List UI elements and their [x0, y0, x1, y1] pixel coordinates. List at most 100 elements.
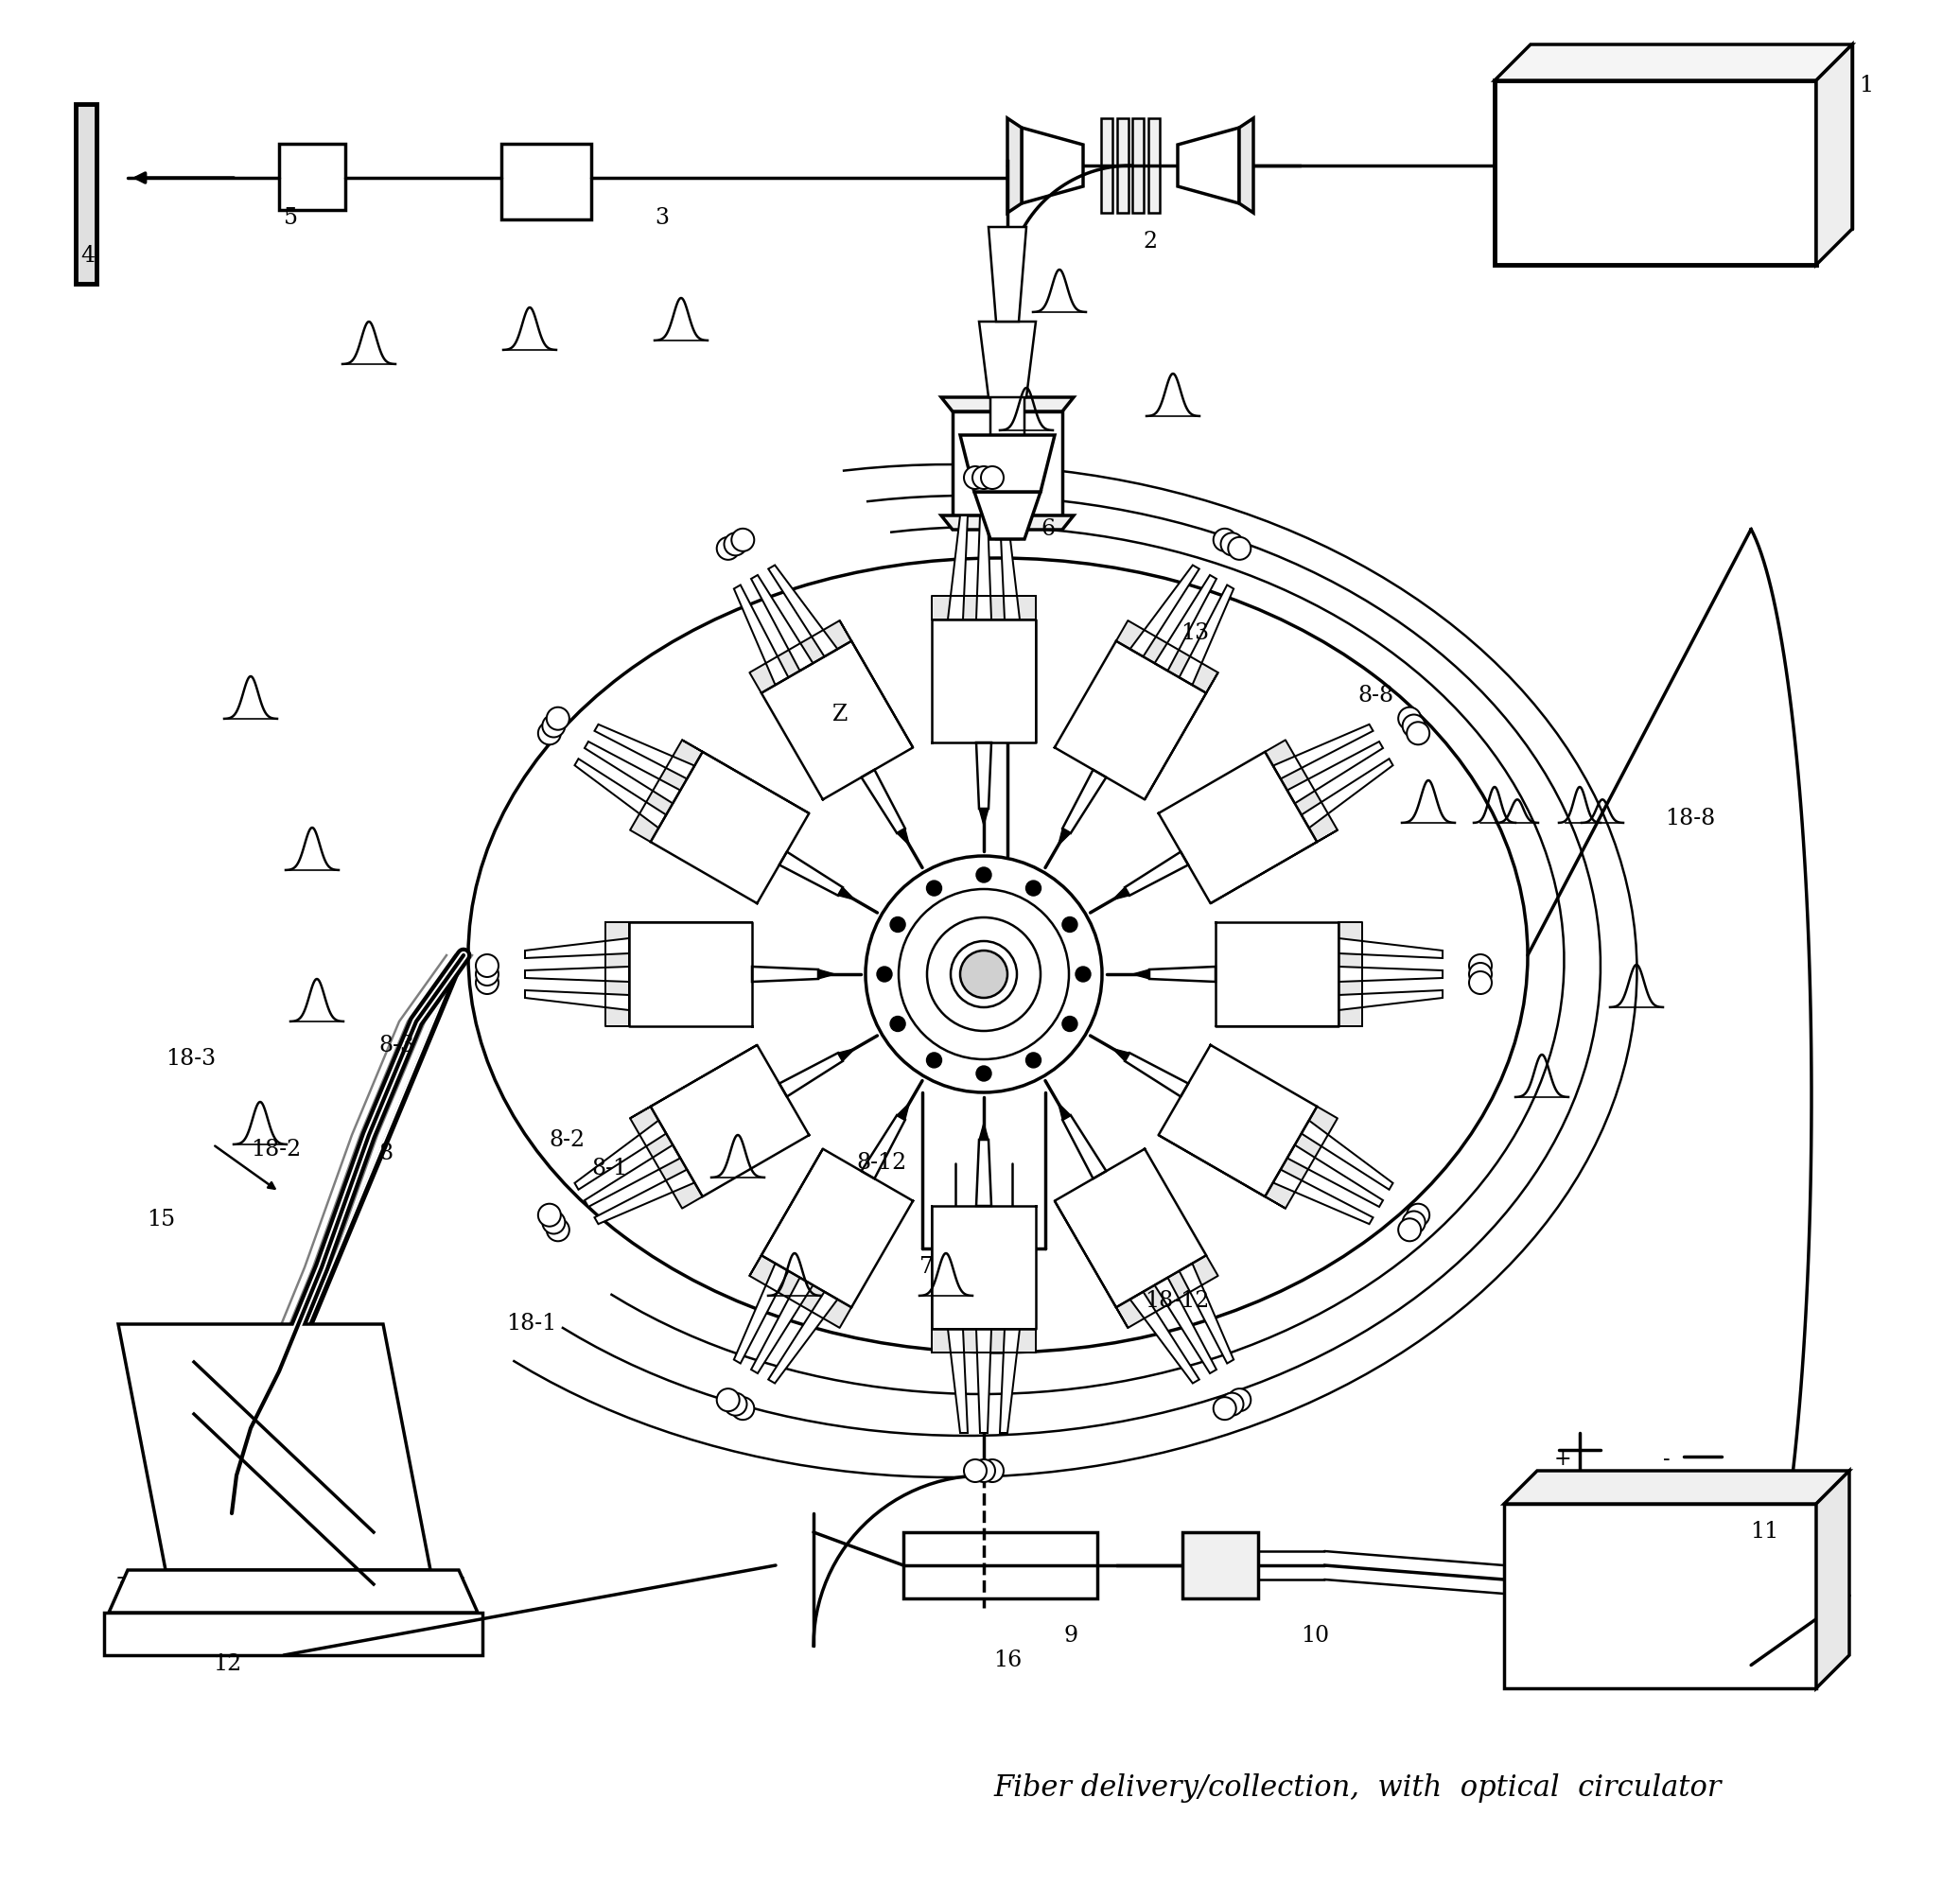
- Bar: [1102, 119, 1113, 213]
- Circle shape: [1403, 1210, 1425, 1235]
- Text: 1: 1: [1858, 74, 1874, 96]
- Bar: [1149, 119, 1160, 213]
- Polygon shape: [898, 829, 909, 846]
- Polygon shape: [594, 724, 694, 779]
- Polygon shape: [931, 596, 1035, 620]
- Polygon shape: [976, 743, 992, 809]
- Polygon shape: [1301, 760, 1394, 828]
- Circle shape: [476, 963, 498, 986]
- Polygon shape: [990, 388, 1025, 539]
- Circle shape: [1397, 707, 1421, 729]
- Polygon shape: [760, 641, 913, 799]
- Circle shape: [717, 1389, 739, 1412]
- Circle shape: [539, 722, 561, 745]
- Polygon shape: [974, 492, 1041, 539]
- Circle shape: [890, 916, 906, 931]
- Polygon shape: [1301, 1120, 1394, 1189]
- Text: 18-12: 18-12: [1145, 1289, 1209, 1312]
- Polygon shape: [629, 741, 702, 843]
- Polygon shape: [1817, 1470, 1850, 1689]
- Polygon shape: [976, 1329, 992, 1433]
- Polygon shape: [760, 1148, 913, 1308]
- Bar: [1133, 119, 1143, 213]
- Polygon shape: [1272, 724, 1374, 779]
- Polygon shape: [749, 620, 851, 694]
- Polygon shape: [682, 741, 809, 812]
- Circle shape: [972, 1459, 996, 1482]
- Circle shape: [476, 954, 498, 976]
- Polygon shape: [980, 809, 988, 826]
- Polygon shape: [1125, 1054, 1188, 1097]
- Circle shape: [1403, 714, 1425, 737]
- Text: 15: 15: [147, 1208, 174, 1231]
- Polygon shape: [574, 1120, 666, 1189]
- Bar: [278, 143, 345, 209]
- Circle shape: [1062, 1016, 1078, 1031]
- Circle shape: [717, 537, 739, 560]
- Text: 2: 2: [1143, 230, 1156, 253]
- Circle shape: [723, 533, 747, 556]
- Polygon shape: [594, 1169, 694, 1223]
- Polygon shape: [941, 515, 1074, 530]
- Text: 3: 3: [655, 207, 668, 228]
- Circle shape: [1025, 880, 1041, 895]
- Polygon shape: [1054, 1148, 1205, 1308]
- Polygon shape: [629, 1106, 702, 1208]
- Text: 6: 6: [1041, 518, 1054, 541]
- Polygon shape: [1339, 990, 1443, 1010]
- Polygon shape: [949, 1329, 968, 1433]
- Polygon shape: [1054, 641, 1205, 799]
- Circle shape: [723, 1393, 747, 1416]
- Circle shape: [1470, 971, 1492, 993]
- Text: 8-8: 8-8: [1358, 684, 1394, 707]
- Polygon shape: [1339, 967, 1443, 982]
- Polygon shape: [768, 1291, 837, 1384]
- Polygon shape: [1125, 852, 1188, 895]
- Circle shape: [1407, 1205, 1429, 1227]
- Circle shape: [1213, 1397, 1237, 1419]
- Polygon shape: [753, 967, 817, 982]
- Polygon shape: [574, 760, 666, 828]
- Circle shape: [731, 528, 755, 550]
- Polygon shape: [1054, 1201, 1127, 1327]
- Text: Fiber delivery/collection,  with  optical  circulator: Fiber delivery/collection, with optical …: [994, 1774, 1721, 1802]
- Circle shape: [1062, 916, 1078, 931]
- Bar: [1117, 119, 1129, 213]
- Polygon shape: [733, 584, 788, 684]
- Text: 9: 9: [1064, 1625, 1078, 1647]
- Text: 18-2: 18-2: [251, 1139, 302, 1159]
- Polygon shape: [949, 515, 968, 620]
- Circle shape: [927, 880, 941, 895]
- Polygon shape: [1272, 1169, 1374, 1223]
- Polygon shape: [1145, 673, 1217, 799]
- Circle shape: [976, 867, 992, 882]
- Circle shape: [1221, 1393, 1243, 1416]
- Circle shape: [547, 1218, 568, 1240]
- Polygon shape: [1158, 752, 1317, 903]
- Polygon shape: [1180, 1263, 1233, 1363]
- Text: 8-2: 8-2: [549, 1129, 584, 1150]
- Text: 8-3: 8-3: [378, 1035, 414, 1056]
- Text: 16: 16: [994, 1649, 1021, 1670]
- Text: 8-12: 8-12: [857, 1152, 906, 1174]
- Polygon shape: [817, 969, 835, 978]
- Text: 12: 12: [214, 1653, 241, 1676]
- Circle shape: [1470, 963, 1492, 986]
- Polygon shape: [931, 1329, 1035, 1353]
- Polygon shape: [1182, 1533, 1258, 1598]
- Text: -: -: [1664, 1450, 1670, 1470]
- Text: 18-3: 18-3: [165, 1048, 216, 1071]
- Text: Z: Z: [833, 703, 849, 726]
- Circle shape: [927, 1052, 941, 1067]
- Polygon shape: [629, 922, 753, 1025]
- Circle shape: [476, 971, 498, 993]
- Polygon shape: [1000, 1329, 1019, 1433]
- Text: 8-1: 8-1: [592, 1157, 627, 1178]
- Polygon shape: [606, 922, 629, 1025]
- Polygon shape: [1180, 584, 1233, 684]
- Polygon shape: [1115, 1255, 1217, 1327]
- Polygon shape: [1339, 922, 1362, 1025]
- Polygon shape: [1339, 939, 1443, 958]
- Polygon shape: [1288, 1144, 1384, 1206]
- Circle shape: [1076, 967, 1090, 982]
